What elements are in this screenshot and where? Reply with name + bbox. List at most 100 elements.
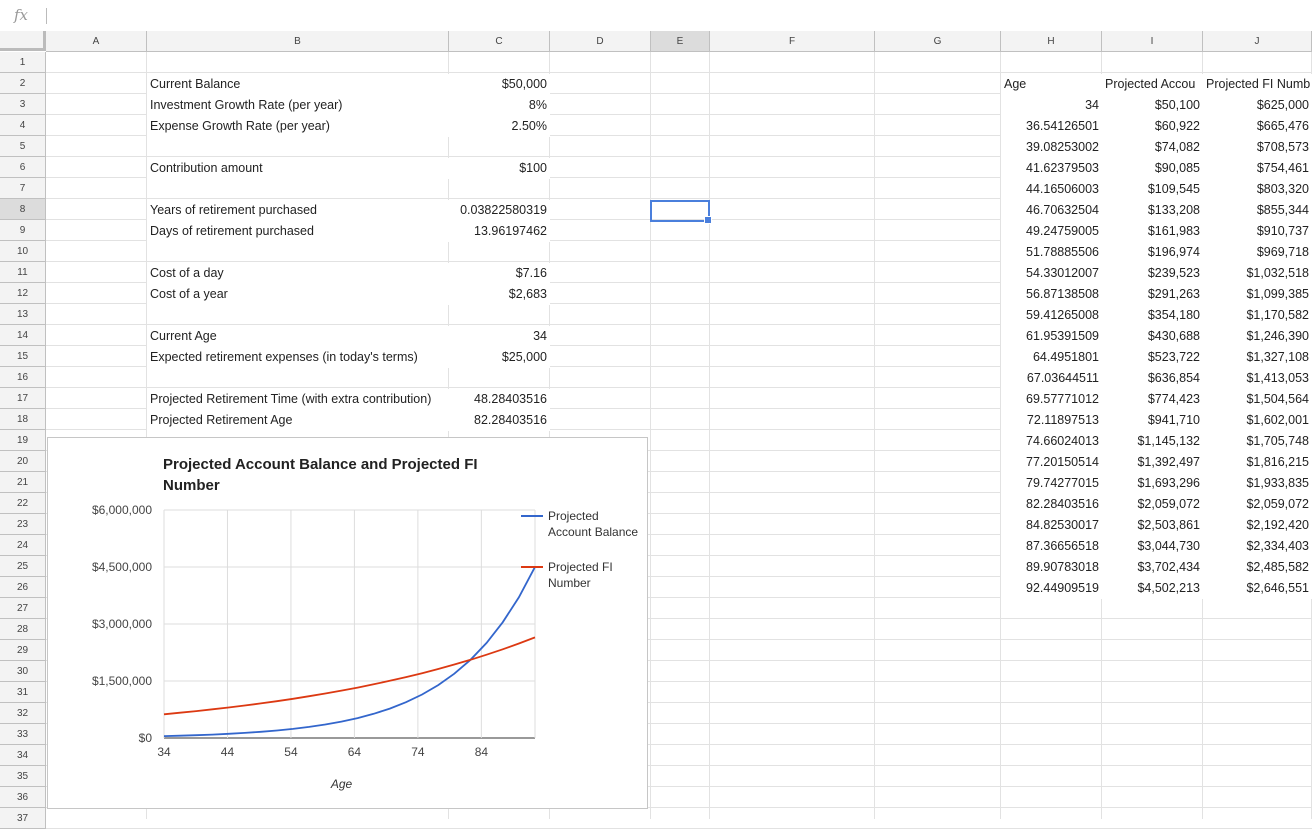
row-header-15[interactable]: 15 xyxy=(0,346,46,367)
row-header-17[interactable]: 17 xyxy=(0,388,46,409)
row-header-16[interactable]: 16 xyxy=(0,367,46,388)
table-cell-balance[interactable]: $354,180 xyxy=(1102,305,1203,326)
cell-C6[interactable]: $100 xyxy=(449,158,550,179)
row-header-22[interactable]: 22 xyxy=(0,493,46,514)
cell-B14[interactable]: Current Age xyxy=(147,326,449,347)
table-cell-balance[interactable]: $1,392,497 xyxy=(1102,452,1203,473)
table-cell-balance[interactable]: $3,702,434 xyxy=(1102,557,1203,578)
row-header-35[interactable]: 35 xyxy=(0,766,46,787)
row-header-19[interactable]: 19 xyxy=(0,430,46,451)
table-cell-age[interactable]: 82.28403516 xyxy=(1001,494,1102,515)
cell-C11[interactable]: $7.16 xyxy=(449,263,550,284)
table-cell-fi-number[interactable]: $708,573 xyxy=(1203,137,1312,158)
table-cell-fi-number[interactable]: $2,334,403 xyxy=(1203,536,1312,557)
table-cell-balance[interactable]: $1,145,132 xyxy=(1102,431,1203,452)
column-header-e[interactable]: E xyxy=(651,31,710,52)
row-header-1[interactable]: 1 xyxy=(0,52,46,73)
table-cell-age[interactable]: 69.57771012 xyxy=(1001,389,1102,410)
row-header-20[interactable]: 20 xyxy=(0,451,46,472)
table-cell-balance[interactable]: $430,688 xyxy=(1102,326,1203,347)
column-header-d[interactable]: D xyxy=(550,31,651,52)
row-header-28[interactable]: 28 xyxy=(0,619,46,640)
table-cell-fi-number[interactable]: $1,933,835 xyxy=(1203,473,1312,494)
cell-C3[interactable]: 8% xyxy=(449,95,550,116)
row-header-6[interactable]: 6 xyxy=(0,157,46,178)
row-header-11[interactable]: 11 xyxy=(0,262,46,283)
row-header-31[interactable]: 31 xyxy=(0,682,46,703)
table-cell-balance[interactable]: $50,100 xyxy=(1102,95,1203,116)
table-cell-fi-number[interactable]: $969,718 xyxy=(1203,242,1312,263)
table-cell-fi-number[interactable]: $754,461 xyxy=(1203,158,1312,179)
table-cell-fi-number[interactable]: $855,344 xyxy=(1203,200,1312,221)
row-header-29[interactable]: 29 xyxy=(0,640,46,661)
table-cell-age[interactable]: 36.54126501 xyxy=(1001,116,1102,137)
cell-B6[interactable]: Contribution amount xyxy=(147,158,449,179)
cell-B12[interactable]: Cost of a year xyxy=(147,284,449,305)
cell-B17[interactable]: Projected Retirement Time (with extra co… xyxy=(147,389,449,410)
column-header-f[interactable]: F xyxy=(710,31,875,52)
cell-C17[interactable]: 48.28403516 xyxy=(449,389,550,410)
cell-B11[interactable]: Cost of a day xyxy=(147,263,449,284)
cell-B15[interactable]: Expected retirement expenses (in today's… xyxy=(147,347,449,368)
column-header-h[interactable]: H xyxy=(1001,31,1102,52)
cell-B4[interactable]: Expense Growth Rate (per year) xyxy=(147,116,449,137)
table-cell-age[interactable]: 74.66024013 xyxy=(1001,431,1102,452)
column-header-j[interactable]: J xyxy=(1203,31,1312,52)
row-header-32[interactable]: 32 xyxy=(0,703,46,724)
table-cell-fi-number[interactable]: $1,413,053 xyxy=(1203,368,1312,389)
table-cell-age[interactable]: 89.90783018 xyxy=(1001,557,1102,578)
table-cell-balance[interactable]: $941,710 xyxy=(1102,410,1203,431)
row-header-18[interactable]: 18 xyxy=(0,409,46,430)
table-cell-balance[interactable]: $2,503,861 xyxy=(1102,515,1203,536)
row-header-10[interactable]: 10 xyxy=(0,241,46,262)
cell-B3[interactable]: Investment Growth Rate (per year) xyxy=(147,95,449,116)
table-cell-balance[interactable]: $636,854 xyxy=(1102,368,1203,389)
table-cell-fi-number[interactable]: $1,032,518 xyxy=(1203,263,1312,284)
table-cell-fi-number[interactable]: $1,504,564 xyxy=(1203,389,1312,410)
row-header-27[interactable]: 27 xyxy=(0,598,46,619)
cell-C9[interactable]: 13.96197462 xyxy=(449,221,550,242)
table-cell-fi-number[interactable]: $2,646,551 xyxy=(1203,578,1312,599)
table-cell-fi-number[interactable]: $665,476 xyxy=(1203,116,1312,137)
cell-B9[interactable]: Days of retirement purchased xyxy=(147,221,449,242)
table-cell-balance[interactable]: $161,983 xyxy=(1102,221,1203,242)
table-cell-balance[interactable]: $774,423 xyxy=(1102,389,1203,410)
table-cell-age[interactable]: 72.11897513 xyxy=(1001,410,1102,431)
table-cell-age[interactable]: 54.33012007 xyxy=(1001,263,1102,284)
table-cell-age[interactable]: 34 xyxy=(1001,95,1102,116)
table-cell-balance[interactable]: $2,059,072 xyxy=(1102,494,1203,515)
row-header-2[interactable]: 2 xyxy=(0,73,46,94)
table-cell-fi-number[interactable]: $1,705,748 xyxy=(1203,431,1312,452)
table-cell-age[interactable]: 39.08253002 xyxy=(1001,137,1102,158)
row-header-7[interactable]: 7 xyxy=(0,178,46,199)
table-cell-age[interactable]: 44.16506003 xyxy=(1001,179,1102,200)
row-header-23[interactable]: 23 xyxy=(0,514,46,535)
row-header-25[interactable]: 25 xyxy=(0,556,46,577)
table-cell-age[interactable]: 59.41265008 xyxy=(1001,305,1102,326)
table-cell-balance[interactable]: $196,974 xyxy=(1102,242,1203,263)
table-cell-balance[interactable]: $291,263 xyxy=(1102,284,1203,305)
table-cell-balance[interactable]: $239,523 xyxy=(1102,263,1203,284)
table-header-age[interactable]: Age xyxy=(1001,74,1102,95)
formula-input[interactable] xyxy=(52,6,1302,26)
table-cell-fi-number[interactable]: $803,320 xyxy=(1203,179,1312,200)
table-cell-fi-number[interactable]: $1,170,582 xyxy=(1203,305,1312,326)
row-header-9[interactable]: 9 xyxy=(0,220,46,241)
cell-C8[interactable]: 0.03822580319 xyxy=(449,200,550,221)
select-all-corner[interactable] xyxy=(0,31,46,51)
cell-C4[interactable]: 2.50% xyxy=(449,116,550,137)
table-cell-fi-number[interactable]: $1,602,001 xyxy=(1203,410,1312,431)
table-cell-age[interactable]: 51.78885506 xyxy=(1001,242,1102,263)
table-cell-balance[interactable]: $1,693,296 xyxy=(1102,473,1203,494)
table-header-balance[interactable]: Projected Accou xyxy=(1102,74,1203,95)
cell-C18[interactable]: 82.28403516 xyxy=(449,410,550,431)
table-cell-age[interactable]: 49.24759005 xyxy=(1001,221,1102,242)
cell-B8[interactable]: Years of retirement purchased xyxy=(147,200,449,221)
row-header-14[interactable]: 14 xyxy=(0,325,46,346)
cell-C14[interactable]: 34 xyxy=(449,326,550,347)
table-cell-balance[interactable]: $133,208 xyxy=(1102,200,1203,221)
row-header-36[interactable]: 36 xyxy=(0,787,46,808)
row-header-34[interactable]: 34 xyxy=(0,745,46,766)
cell-B2[interactable]: Current Balance xyxy=(147,74,449,95)
column-header-g[interactable]: G xyxy=(875,31,1001,52)
